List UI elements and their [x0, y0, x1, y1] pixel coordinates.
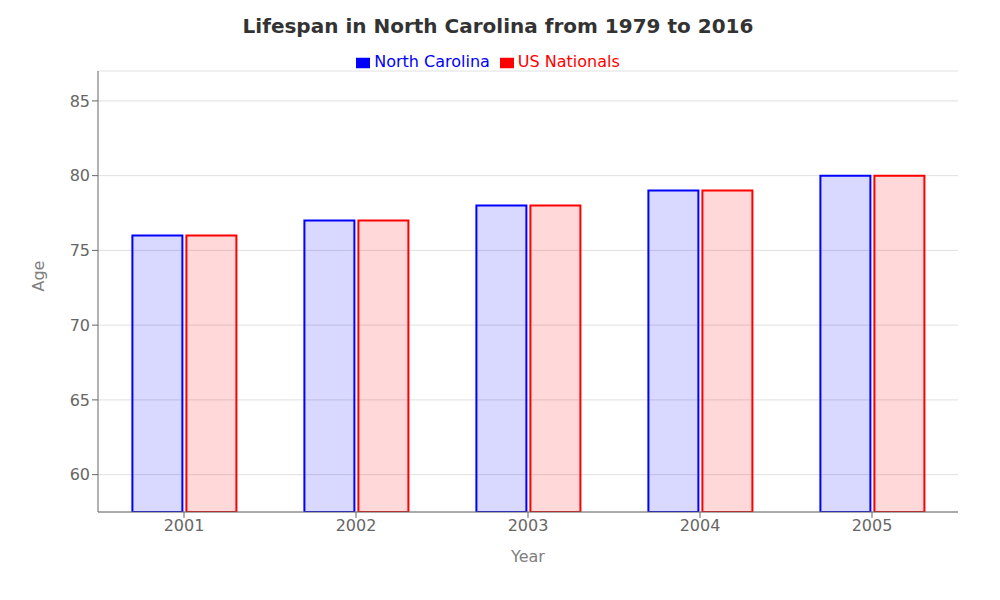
svg-text:70: 70: [70, 316, 90, 335]
html-text:North Carolina: North Carolina: [374, 52, 490, 71]
svg-text:75: 75: [70, 241, 90, 260]
svg-text:Age: Age: [29, 261, 48, 292]
svg-text:65: 65: [70, 391, 90, 410]
svg-text:60: 60: [70, 465, 90, 484]
svg-text:2002: 2002: [336, 516, 377, 535]
svg-text:2001: 2001: [164, 516, 205, 535]
html-text:Lifespan in North Carolina fro: Lifespan in North Carolina from 1979 to …: [242, 14, 754, 38]
svg-text:2005: 2005: [852, 516, 893, 535]
svg-text:2004: 2004: [680, 516, 721, 535]
html-text:US Nationals: US Nationals: [517, 52, 620, 71]
svg-text:Year: Year: [510, 547, 545, 566]
svg-text:80: 80: [70, 166, 90, 185]
svg-text:85: 85: [70, 92, 90, 111]
svg-text:2003: 2003: [508, 516, 549, 535]
